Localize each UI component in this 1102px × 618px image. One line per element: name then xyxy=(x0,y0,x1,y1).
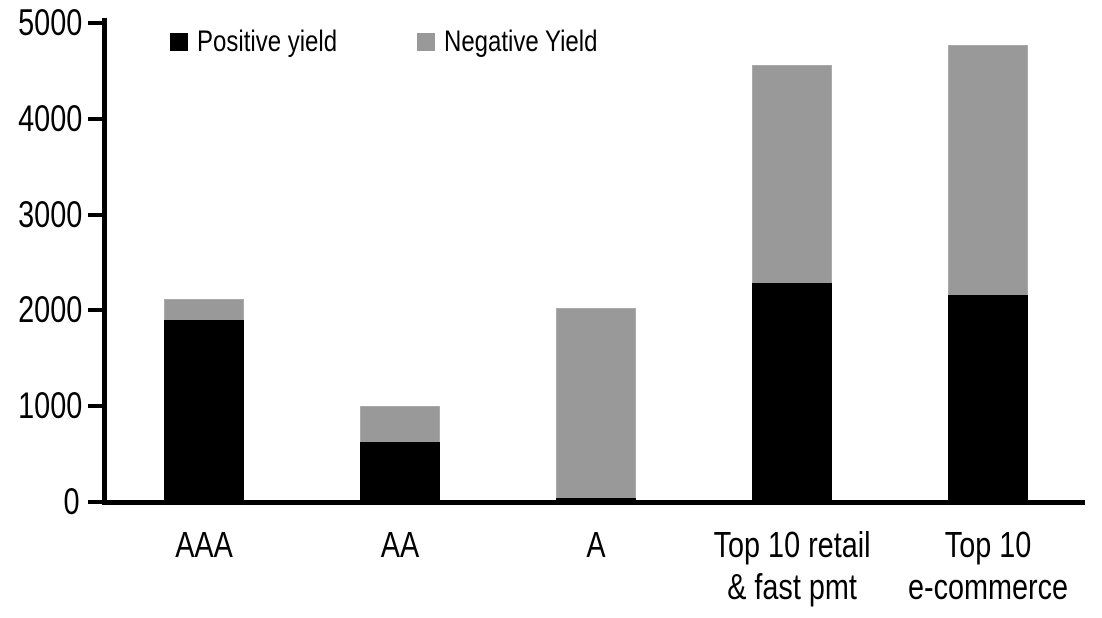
y-axis-tick-label-text: 4000 xyxy=(18,97,83,139)
x-axis-category-label: Top 10 e-commerce xyxy=(838,524,1102,608)
x-axis-category-label-text: AAA xyxy=(175,524,233,565)
x-axis-category-label: AA xyxy=(250,524,550,566)
x-axis-category-label-text: AA xyxy=(380,524,420,565)
y-axis-tick-label-text: 3000 xyxy=(18,193,83,235)
y-axis-tick-label-text: 1000 xyxy=(18,385,83,427)
positive-yield-swatch-icon xyxy=(170,33,188,51)
x-axis-category-label-text: A xyxy=(586,524,606,565)
negative-yield-swatch-icon xyxy=(417,33,435,51)
x-axis-category-label-line: A xyxy=(446,524,746,566)
x-axis-category-label-line: AAA xyxy=(54,524,354,566)
bar-segment-positive-top-10-retail-fast-pmt xyxy=(752,282,832,502)
bar-segment-negative-top-10-retail-fast-pmt xyxy=(752,65,832,283)
legend-item-positive-yield: Positive yield xyxy=(170,25,372,58)
bar-segment-negative-aa xyxy=(360,406,440,442)
y-axis-tick-label: 2000 xyxy=(0,289,83,331)
x-axis-category-label-text: e-commerce xyxy=(907,566,1069,607)
bar-segment-positive-a xyxy=(556,498,636,502)
bar-segment-positive-aa xyxy=(360,441,440,502)
y-axis-tick-label-text: 0 xyxy=(63,481,80,522)
x-axis-category-label-line: e-commerce xyxy=(838,566,1102,608)
y-axis-tick xyxy=(88,116,102,121)
legend-label-positive-yield: Positive yield xyxy=(197,25,338,58)
legend-item-negative-yield: Negative Yield xyxy=(417,25,636,58)
y-axis-tick-label: 1000 xyxy=(0,385,83,427)
y-axis-tick-label: 5000 xyxy=(0,2,83,43)
bar-segment-negative-a xyxy=(556,307,636,499)
y-axis-tick xyxy=(88,212,102,217)
y-axis-tick-label: 0 xyxy=(0,482,80,522)
x-axis-category-label-text: Top 10 xyxy=(944,524,1032,565)
x-axis-category-label: A xyxy=(446,524,746,566)
x-axis-category-label-line: Top 10 xyxy=(838,524,1102,566)
x-axis-line xyxy=(102,500,1085,505)
y-axis-tick-label-text: 2000 xyxy=(18,289,83,331)
x-axis-category-label-line: Top 10 retail xyxy=(642,524,942,566)
y-axis-tick-label: 3000 xyxy=(0,193,83,235)
legend-label-negative-yield: Negative Yield xyxy=(444,25,598,58)
y-axis-tick xyxy=(88,308,102,313)
y-axis-tick-label: 4000 xyxy=(0,97,83,139)
x-axis-category-label-text: & fast pmt xyxy=(727,566,857,607)
x-axis-category-label: AAA xyxy=(54,524,354,566)
y-axis-tick xyxy=(88,500,102,504)
x-axis-category-label-line: AA xyxy=(250,524,550,566)
x-axis-category-label-text: Top 10 retail xyxy=(713,524,871,565)
bar-segment-negative-aaa xyxy=(164,298,244,320)
y-axis-tick xyxy=(88,21,102,25)
bar-segment-positive-aaa xyxy=(164,319,244,502)
x-axis-category-label-line: & fast pmt xyxy=(642,566,942,608)
y-axis-line xyxy=(102,18,107,505)
x-axis-category-label: Top 10 retail & fast pmt xyxy=(642,524,942,608)
bar-segment-positive-top-10-e-commerce xyxy=(948,295,1028,502)
y-axis-tick-label-text: 5000 xyxy=(18,2,83,43)
y-axis-tick xyxy=(88,404,102,409)
bar-segment-negative-top-10-e-commerce xyxy=(948,45,1028,296)
